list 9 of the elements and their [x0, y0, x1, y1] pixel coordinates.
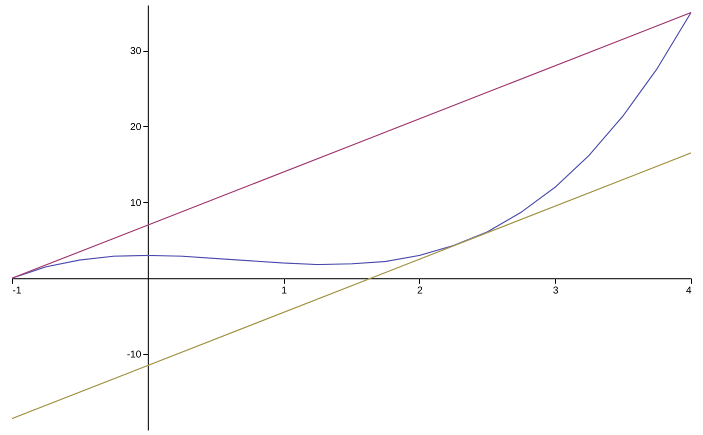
y-tick-label: 30: [130, 46, 142, 58]
x-tick-label: 3: [552, 286, 559, 297]
x-tick-label: 2: [417, 286, 424, 297]
x-tick-label: -1: [12, 286, 22, 297]
x-tick-label: 1: [281, 286, 288, 297]
y-tick-label: 10: [130, 198, 142, 209]
y-tick-label: 20: [130, 122, 142, 133]
y-tick-label: -10: [126, 350, 142, 361]
x-tick-label: 4: [686, 286, 692, 297]
